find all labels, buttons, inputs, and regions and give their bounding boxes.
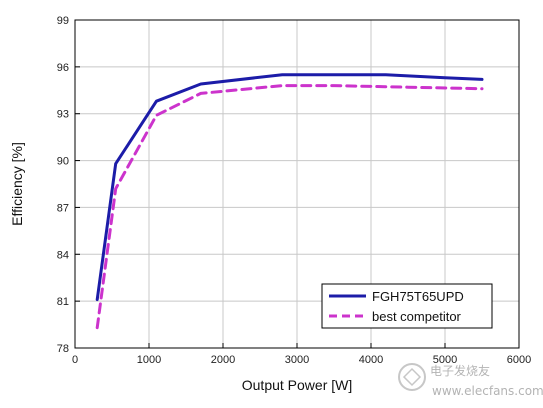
legend-label-fgh75t65upd: FGH75T65UPD (372, 289, 464, 304)
x-tick-label: 0 (72, 354, 78, 366)
x-tick-label: 3000 (285, 354, 309, 366)
y-tick-label: 84 (57, 249, 69, 261)
x-tick-label: 6000 (507, 354, 531, 366)
y-tick-label: 96 (57, 62, 69, 74)
y-tick-label: 81 (57, 296, 69, 308)
legend: FGH75T65UPD best competitor (321, 283, 493, 329)
legend-label-best-competitor: best competitor (372, 309, 462, 324)
watermark-name: 电子发烧友 (430, 363, 490, 378)
y-tick-label: 90 (57, 156, 69, 168)
series-layer (95, 73, 484, 330)
x-tick-label: 5000 (433, 354, 457, 366)
x-tick-label: 4000 (359, 354, 383, 366)
series-line-fgh75t65upd (95, 73, 484, 302)
y-tick-label: 78 (57, 343, 69, 355)
watermark-emblem-icon (398, 363, 426, 391)
series-line-best-competitor (95, 84, 484, 330)
x-tick-label: 1000 (137, 354, 161, 366)
y-tick-label: 99 (57, 15, 69, 27)
x-axis-title: Output Power [W] (242, 377, 352, 393)
y-axis-title: Efficiency [%] (9, 142, 25, 226)
watermark-emblem-mark (402, 367, 422, 387)
watermark-logo: 电子发烧友 www.elecfans.com (398, 363, 543, 398)
y-tick-label: 93 (57, 109, 69, 121)
tick-layer: 0 1000 2000 3000 4000 5000 6000 78 81 84 87 90 93 96 9… (57, 15, 531, 366)
watermark-url: www.elecfans.com (432, 384, 543, 398)
x-tick-label: 2000 (211, 354, 235, 366)
y-tick-label: 87 (57, 202, 69, 214)
legend-box (321, 283, 493, 329)
